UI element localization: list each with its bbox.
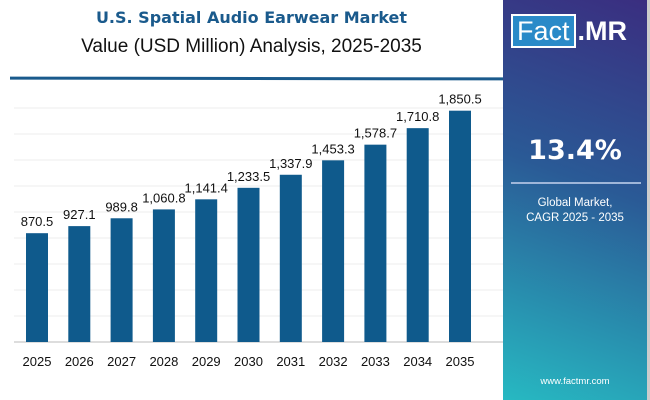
bar-2032	[322, 160, 345, 342]
bar-2028	[152, 209, 175, 342]
bar-2031	[279, 174, 302, 342]
bar-2027	[110, 218, 133, 342]
bar-2025	[26, 233, 48, 342]
x-tick-2030: 2030	[234, 354, 263, 369]
sidebar-edge	[647, 0, 650, 400]
data-label-2026: 927.1	[63, 207, 96, 222]
sidebar-panel: Fact .MR 13.4% Global Market, CAGR 2025 …	[503, 0, 650, 400]
bar-2030	[237, 187, 260, 342]
bar-2033	[364, 144, 387, 342]
logo-part2: .MR	[577, 16, 628, 46]
bar-2029	[195, 199, 218, 342]
cagr-value: 13.4%	[528, 135, 622, 166]
x-tick-2035: 2035	[446, 354, 475, 369]
x-tick-2026: 2026	[65, 354, 94, 369]
data-label-2034: 1,710.8	[396, 109, 439, 124]
x-tick-2027: 2027	[107, 354, 136, 369]
data-label-2028: 1,060.8	[142, 190, 185, 205]
chart-title: U.S. Spatial Audio Earwear Market	[95, 8, 408, 27]
logo-part1: Fact	[511, 14, 576, 48]
data-label-2035: 1,850.5	[438, 92, 481, 107]
factmr-logo: Fact .MR	[511, 14, 627, 48]
data-label-2031: 1,337.9	[269, 156, 312, 171]
data-label-2033: 1,578.7	[354, 126, 397, 141]
x-tick-2025: 2025	[23, 354, 52, 369]
x-tick-2031: 2031	[276, 354, 305, 369]
x-tick-2029: 2029	[192, 354, 221, 369]
bar-2034	[406, 128, 429, 342]
x-tick-2032: 2032	[319, 354, 348, 369]
cagr-label-line1: Global Market,	[537, 197, 613, 209]
x-tick-2028: 2028	[149, 354, 178, 369]
website-url[interactable]: www.factmr.com	[540, 376, 610, 387]
data-label-2025: 870.5	[21, 214, 54, 229]
x-tick-2033: 2033	[361, 354, 390, 369]
data-label-2032: 1,453.3	[311, 141, 354, 156]
data-label-2027: 989.8	[105, 199, 138, 214]
bar-2035	[449, 110, 471, 342]
bar-chart: 870.5 2025 927.1 2026 989.8 2027 1,060.8 2028 1,…	[14, 92, 503, 369]
data-label-2030: 1,233.5	[227, 169, 270, 184]
x-tick-2034: 2034	[403, 354, 432, 369]
cagr-label-line2: CAGR 2025 - 2035	[526, 212, 624, 224]
cagr-label: Global Market, CAGR 2025 - 2035	[503, 196, 647, 226]
bar-2026	[68, 226, 91, 342]
data-label-2029: 1,141.4	[185, 180, 228, 195]
sidebar-divider	[511, 182, 641, 184]
chart-subtitle: Value (USD Million) Analysis, 2025-2035	[81, 36, 422, 57]
